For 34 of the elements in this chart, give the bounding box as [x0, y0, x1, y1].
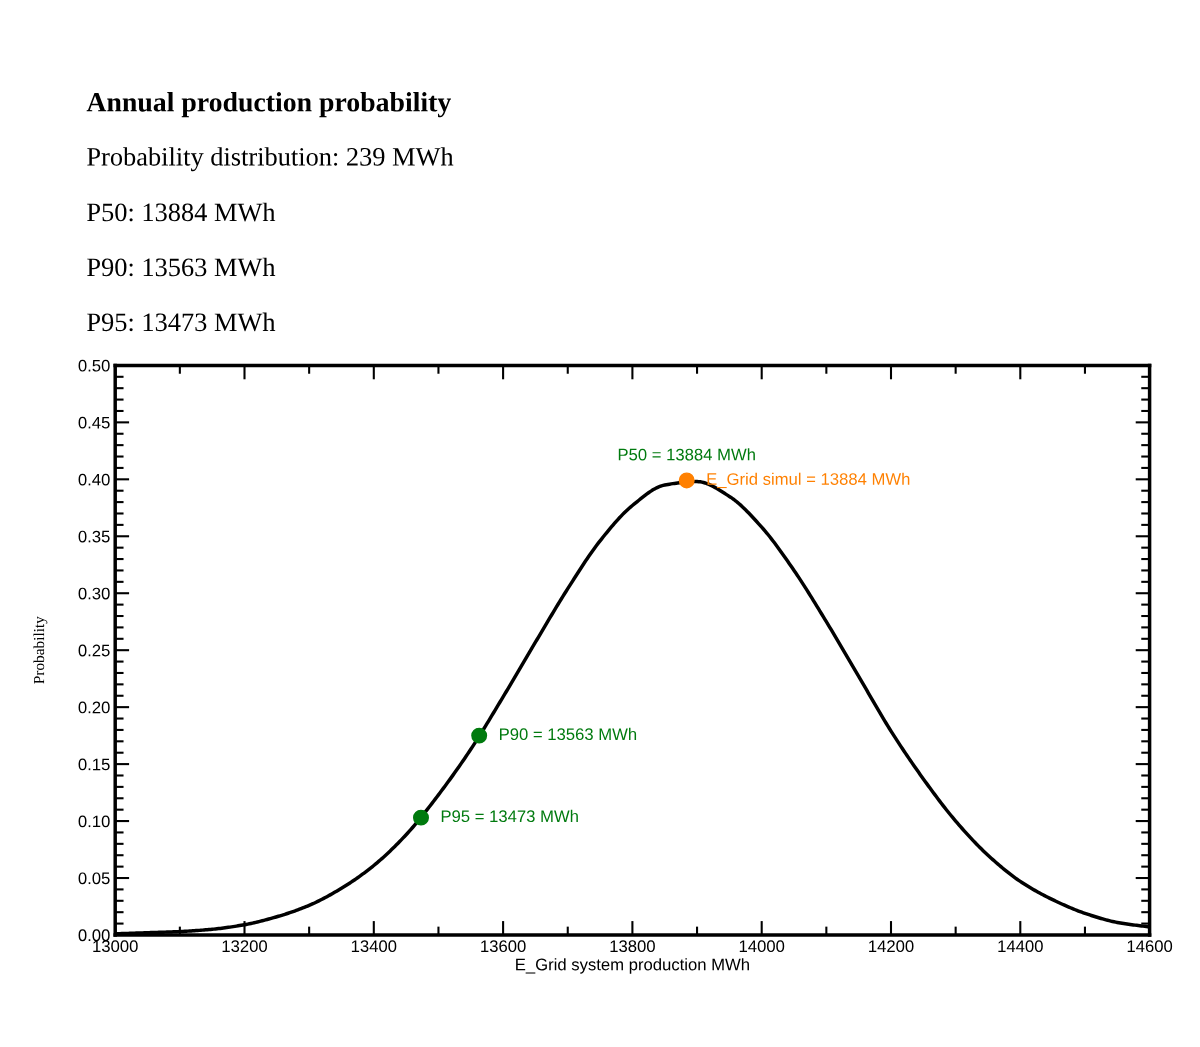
x-tick-label: 14400 [998, 940, 1043, 953]
text: P95: 13473 MWh [87, 312, 276, 332]
chart-subtitle: Probability distribution: 239 MWh [87, 147, 454, 172]
annotation: P90 = 13563 MWh [499, 727, 637, 741]
y-tick-label: 0.45 [78, 416, 110, 429]
y-tick-label: 0.10 [78, 815, 110, 828]
chart-title: Annual production probability [86, 92, 451, 118]
annotation: E_Grid simul = 13884 MWh [707, 472, 910, 489]
y-tick-label: 0.25 [78, 644, 110, 657]
text: P50: 13884 MWh [87, 202, 276, 222]
y-tick-label: 0.20 [78, 701, 110, 714]
x-tick-label: 13400 [351, 940, 397, 953]
text: P90: 13563 MWh [87, 257, 276, 277]
x-tick-label: 13800 [610, 940, 655, 953]
annotation: P95 = 13473 MWh [441, 809, 578, 823]
y-tick-label: 0.40 [78, 473, 110, 486]
x-tick-label: 13600 [481, 940, 526, 953]
y-tick-label: 0.35 [78, 530, 110, 543]
y-tick-label: 0.30 [78, 587, 110, 600]
x-tick-label: 13000 [93, 940, 138, 953]
annotation: P50 = 13884 MWh [618, 448, 755, 461]
x-axis-title: E_Grid system production MWh [516, 958, 749, 974]
y-tick-label: 0.50 [78, 359, 110, 372]
x-tick-label: 13200 [222, 940, 268, 953]
point [471, 727, 488, 744]
y-tick-label: 0.05 [78, 872, 110, 885]
y-tick-label: 0.15 [78, 758, 110, 771]
point [678, 472, 695, 489]
x-tick-label: 14600 [1127, 940, 1173, 953]
x-tick-label: 14000 [739, 940, 785, 953]
point [413, 809, 429, 826]
x-tick-label: 14200 [869, 940, 914, 953]
y-axis-title: Probability [33, 616, 48, 684]
y-tick-label: 0.00 [78, 929, 110, 942]
